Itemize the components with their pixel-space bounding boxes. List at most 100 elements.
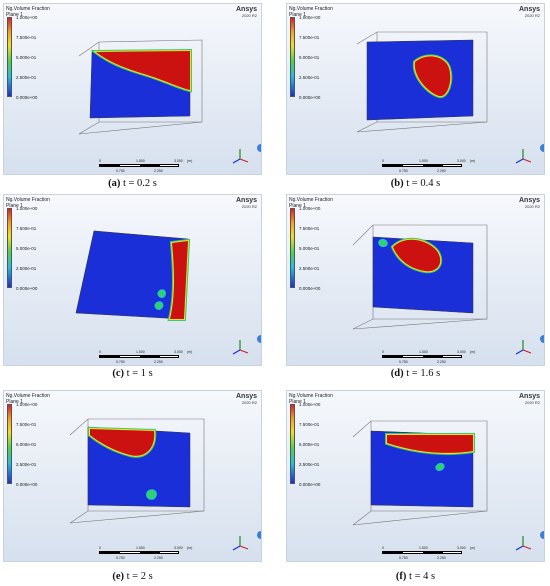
colorbar-tick-label: 2.500e-01 — [299, 75, 320, 80]
caption-letter: (a) — [108, 178, 121, 189]
scale-bar-label: 3.000 — [457, 546, 466, 550]
scale-bar-label: 3.000 — [457, 159, 466, 163]
scale-bar-label: 3.000 — [174, 350, 183, 354]
scale-bar-label: 0.750 — [399, 556, 408, 560]
contour-panel: Ng.Volume Fraction Plane 1 1.000e+00 7.500e… — [286, 3, 545, 175]
panel-caption: (c) t = 1 s — [3, 368, 262, 379]
scale-bar — [382, 164, 462, 167]
legend-subtitle: Plane 1 — [6, 399, 23, 405]
colorbar-tick-label: 0.000e+00 — [299, 95, 321, 100]
scale-bar-label: 1.500 — [136, 350, 145, 354]
legend-subtitle: Plane 1 — [289, 399, 306, 405]
brand-name: Ansys — [235, 393, 257, 400]
domain-view — [352, 224, 532, 355]
brand-name: Ansys — [235, 197, 257, 204]
colorbar-tick-label: 7.500e-01 — [299, 35, 320, 40]
panel-caption: (d) t = 1.6 s — [286, 368, 545, 379]
domain-outline — [78, 121, 202, 135]
axis-triad-icon — [232, 149, 249, 164]
colorbar-tick-label: 0.000e+00 — [16, 286, 38, 291]
scale-bar-label: 0.750 — [116, 360, 125, 364]
view-navigation-icon[interactable] — [540, 531, 544, 539]
domain-outline — [78, 39, 203, 135]
panel-caption: (a) t = 0.2 s — [3, 178, 262, 189]
caption-letter: (c) — [112, 368, 124, 379]
brand-name: Ansys — [518, 393, 540, 400]
scale-bar-label: 3.000 — [174, 159, 183, 163]
scale-bar-label: 0.750 — [399, 169, 408, 173]
scale-bar-label: 1.500 — [419, 350, 428, 354]
domain-view — [352, 420, 532, 551]
scale-bar-label: 3.000 — [174, 546, 183, 550]
view-navigation-icon[interactable] — [540, 335, 544, 343]
ansys-logo: Ansys 2020 R2 — [519, 197, 540, 209]
scale-bar-label: (m) — [187, 159, 193, 163]
colorbar-tick-label: 5.000e-01 — [16, 442, 37, 447]
caption-text: t = 0.4 s — [403, 178, 441, 189]
caption-text: t = 4 s — [406, 571, 436, 582]
panel-caption: (f) t = 4 s — [286, 571, 545, 582]
caption-text: t = 0.2 s — [120, 178, 157, 189]
ansys-logo: Ansys 2020 R2 — [519, 6, 540, 18]
ansys-logo: Ansys 2020 R2 — [236, 393, 257, 405]
colorbar-tick-label: 5.000e-01 — [299, 246, 320, 251]
colorbar-tick-label: 2.500e-01 — [299, 462, 320, 467]
scale-bar-label: 2.250 — [437, 169, 446, 173]
caption-text: t = 1 s — [123, 368, 153, 379]
contour-panel: Ng.Volume Fraction Plane 1 1.000e+00 7.500e… — [3, 194, 262, 366]
legend-title: Ng.Volume Fraction Plane 1 — [6, 6, 50, 18]
panel-caption: (b) t = 0.4 s — [286, 178, 545, 189]
contour-panel: Ng.Volume Fraction Plane 1 1.000e+00 7.500e… — [286, 390, 545, 562]
scale-bar-label: 2.250 — [154, 556, 163, 560]
legend-title: Ng.Volume Fraction Plane 1 — [289, 197, 333, 209]
domain-outline — [352, 318, 487, 330]
droplet — [146, 489, 157, 500]
legend-title: Ng.Volume Fraction Plane 1 — [6, 393, 50, 405]
domain-outline — [352, 510, 487, 526]
scale-bar-label: 2.250 — [154, 169, 163, 173]
legend-title-line: Ng.Volume Fraction — [289, 197, 333, 203]
domain-view — [75, 230, 249, 355]
view-navigation-icon[interactable] — [257, 531, 261, 539]
colorbar-tick-label: 5.000e-01 — [16, 55, 37, 60]
brand-version: 2020 R2 — [524, 204, 540, 209]
colorbar-tick-label: 5.000e-01 — [299, 442, 320, 447]
legend-title: Ng.Volume Fraction Plane 1 — [289, 393, 333, 405]
contour-panel: Ng.Volume Fraction Plane 1 1.000e+00 7.500e… — [3, 390, 262, 562]
scale-bar-label: (m) — [187, 350, 193, 354]
colorbar-tick-label: 1.000e+00 — [16, 206, 38, 211]
domain-outline — [356, 121, 487, 133]
brand-version: 2020 R2 — [524, 13, 540, 18]
view-navigation-icon[interactable] — [257, 335, 261, 343]
view-navigation-icon[interactable] — [257, 144, 261, 152]
legend-title: Ng.Volume Fraction Plane 1 — [289, 6, 333, 18]
droplet — [378, 238, 388, 248]
brand-version: 2020 R2 — [524, 400, 540, 405]
colorbar — [290, 404, 295, 484]
colorbar — [290, 208, 295, 288]
ansys-logo: Ansys 2020 R2 — [236, 197, 257, 209]
colorbar-tick-label: 5.000e-01 — [299, 55, 320, 60]
domain-outline — [69, 510, 204, 524]
scale-bar-label: 0.750 — [399, 360, 408, 364]
colorbar-tick-label: 1.000e+00 — [299, 15, 321, 20]
brand-version: 2020 R2 — [241, 400, 257, 405]
colorbar-tick-label: 1.000e+00 — [299, 206, 321, 211]
colorbar-tick-label: 0.000e+00 — [16, 95, 38, 100]
legend-title-line: Ng.Volume Fraction — [6, 197, 50, 203]
colorbar — [290, 17, 295, 97]
colorbar-tick-label: 7.500e-01 — [16, 35, 37, 40]
liquid-region — [96, 51, 190, 90]
caption-letter: (d) — [390, 368, 404, 379]
scale-bar-label: 2.250 — [154, 360, 163, 364]
colorbar-tick-label: 5.000e-01 — [16, 246, 37, 251]
brand-version: 2020 R2 — [241, 204, 257, 209]
scale-bar — [99, 355, 179, 358]
domain-outline — [356, 31, 488, 133]
panel-caption: (e) t = 2 s — [3, 571, 262, 582]
view-navigation-icon[interactable] — [540, 144, 544, 152]
scale-bar-label: 1.500 — [419, 546, 428, 550]
scale-bar-label: 0 — [99, 546, 101, 550]
scale-bar-label: (m) — [187, 546, 193, 550]
colorbar-tick-label: 2.500e-01 — [16, 75, 37, 80]
